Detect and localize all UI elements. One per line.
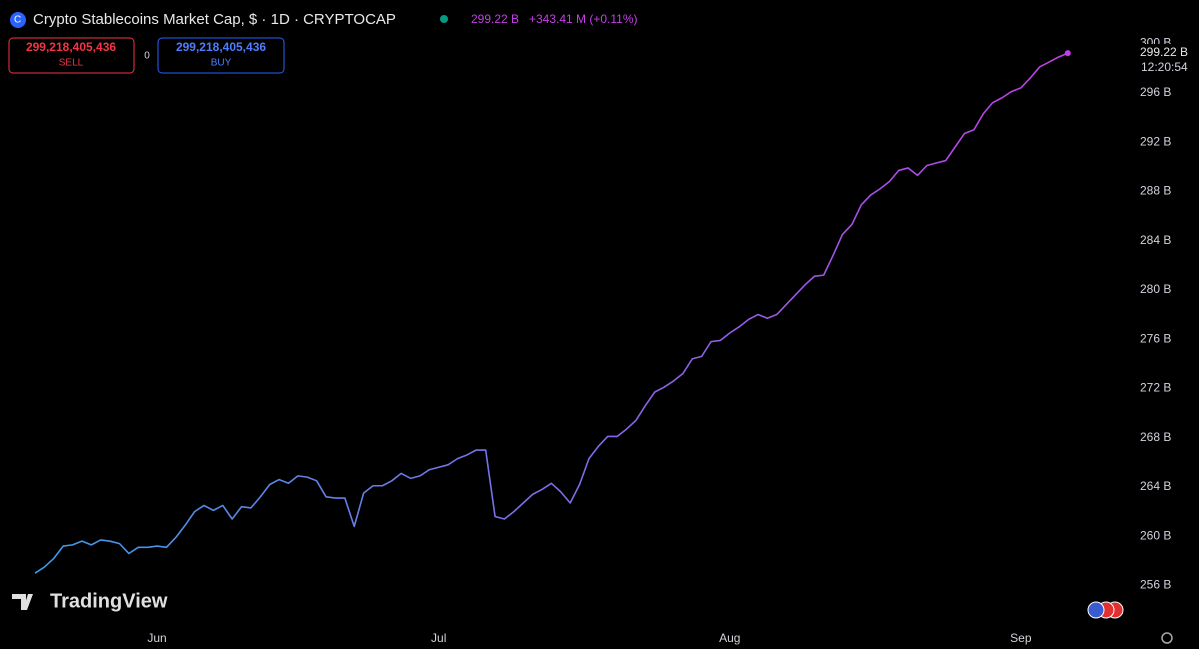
- y-tick-label: 264 B: [1140, 479, 1171, 493]
- last-price-label: 299.22 B: [1140, 45, 1188, 59]
- y-axis: 256 B 260 B 264 B 268 B 272 B 276 B 280 B 284 B…: [147, 36, 1171, 645]
- last-value: 299.22 B: [471, 12, 519, 26]
- brand: TradingView: [50, 590, 168, 612]
- x-tick-label: Jul: [431, 631, 446, 645]
- y-tick-label: 284 B: [1140, 233, 1171, 247]
- y-tick-label: 272 B: [1140, 381, 1171, 395]
- symbol-glyph: C: [14, 15, 21, 26]
- sell-price: 299,218,405,436: [26, 40, 116, 54]
- buy-label: BUY: [211, 58, 232, 69]
- y-tick-label: 256 B: [1140, 578, 1171, 592]
- symbol-icon: [10, 12, 26, 28]
- change: +343.41 M (+0.11%): [529, 12, 638, 26]
- last-point: [1064, 50, 1071, 57]
- x-tick-label: Aug: [719, 631, 740, 645]
- x-tick-label: Sep: [1010, 631, 1032, 645]
- y-tick-label: 296 B: [1140, 85, 1171, 99]
- settings-icon[interactable]: [1161, 632, 1173, 644]
- sell-label: SELL: [59, 58, 84, 69]
- y-tick-label: 260 B: [1140, 528, 1171, 542]
- y-tick-label: 292 B: [1140, 134, 1171, 148]
- y-tick-label: 268 B: [1140, 430, 1171, 444]
- market-status: [440, 15, 448, 23]
- x-tick-label: Jun: [147, 631, 166, 645]
- event-icons: [1087, 601, 1124, 619]
- plot: [34, 50, 1071, 574]
- buy-button[interactable]: [157, 37, 285, 74]
- price-label-box: [1134, 44, 1196, 78]
- y-tick-label: 288 B: [1140, 184, 1171, 198]
- y-tick-label: 280 B: [1140, 282, 1171, 296]
- brand-logo: [12, 594, 33, 610]
- title: Crypto Stablecoins Market Cap, $ · 1D · …: [33, 11, 396, 28]
- event-icon[interactable]: [1087, 601, 1105, 619]
- spread: 0: [144, 51, 150, 62]
- price-line: [34, 52, 1069, 574]
- sell-button[interactable]: [8, 37, 135, 74]
- last-time: 12:20:54: [1141, 60, 1188, 74]
- buy-price: 299,218,405,436: [176, 40, 266, 54]
- y-tick-label: 276 B: [1140, 331, 1171, 345]
